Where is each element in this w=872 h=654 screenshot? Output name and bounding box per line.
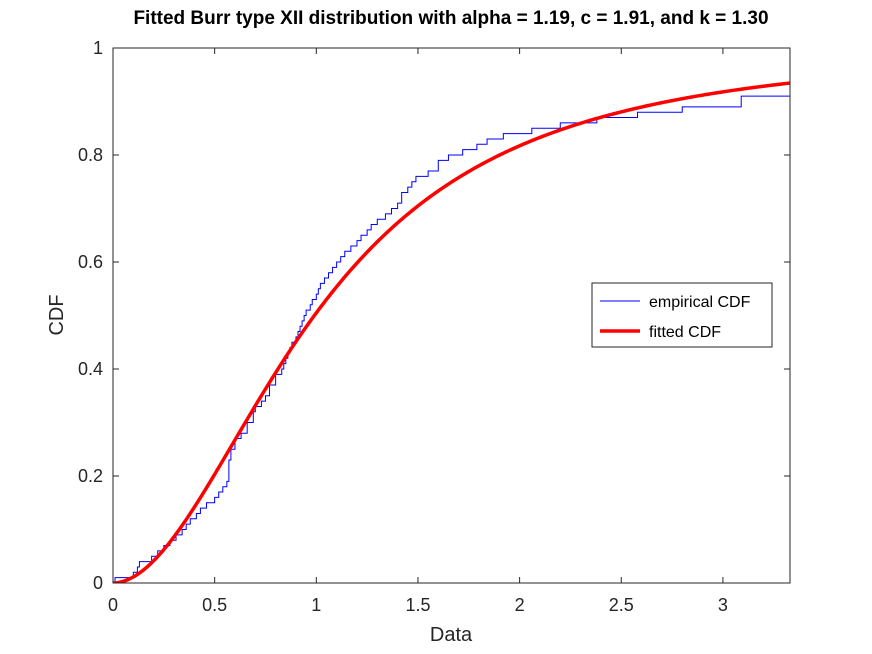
legend-box (591, 282, 773, 348)
series-fitted-cdf-line (113, 81, 790, 583)
tick-labels: 0 0.5 1 1.5 2 2.5 3 0 0.2 0.4 0.6 0.8 1 (78, 38, 728, 615)
series-empirical-cdf-line (113, 90, 790, 583)
y-tick-label-4: 0.8 (78, 145, 103, 165)
x-tick-label-6: 3 (718, 595, 728, 615)
y-tick-label-0: 0 (93, 573, 103, 593)
y-tick-label-5: 1 (93, 38, 103, 58)
legend: empirical CDF fitted CDF (591, 282, 773, 348)
x-tick-label-2: 1 (311, 595, 321, 615)
legend-label-fitted-cdf: fitted CDF (649, 324, 721, 341)
legend-label-empirical-cdf: empirical CDF (649, 294, 751, 311)
x-tick-label-0: 0 (108, 595, 118, 615)
x-tick-label-4: 2 (515, 595, 525, 615)
plot-clip (113, 81, 790, 583)
x-tick-label-1: 0.5 (202, 595, 227, 615)
y-tick-label-2: 0.4 (78, 359, 103, 379)
y-tick-label-3: 0.6 (78, 252, 103, 272)
x-tick-label-3: 1.5 (405, 595, 430, 615)
y-tick-label-1: 0.2 (78, 466, 103, 486)
chart-title: Fitted Burr type XII distribution with a… (133, 8, 768, 29)
axes-box (112, 47, 791, 584)
x-axis-label: Data (430, 624, 473, 646)
x-tick-label-5: 2.5 (609, 595, 634, 615)
y-axis-label: CDF (46, 294, 68, 335)
